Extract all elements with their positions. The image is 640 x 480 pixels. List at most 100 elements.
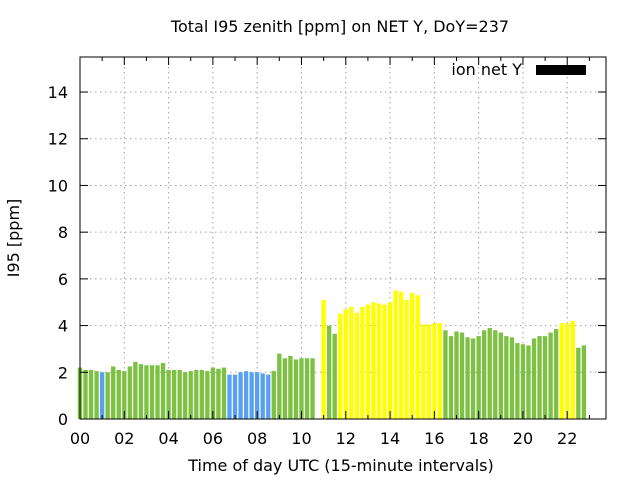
bar [243,371,249,419]
bar [255,372,260,419]
bar [271,371,276,419]
legend-swatch [536,65,586,75]
bar [526,345,531,419]
x-tick-label: 18 [468,429,488,448]
bar [531,338,537,419]
bar [548,332,553,419]
bar [371,302,376,419]
bar [404,299,409,419]
bar [83,369,88,419]
bar [448,336,454,419]
y-tick-label: 12 [48,130,68,149]
bar [116,369,121,419]
bar [221,367,227,419]
bar [565,323,570,419]
bar [249,372,254,419]
bar [482,330,487,419]
bar [470,338,476,419]
bar [99,372,105,419]
bar [277,353,282,419]
x-tick-label: 02 [114,429,134,448]
legend: ion net Y [451,60,586,79]
bar [515,343,520,419]
bar [160,362,166,419]
bar [138,364,144,419]
y-axis-label: I95 [ppm] [4,199,23,278]
bar [288,355,293,419]
bar [349,306,354,419]
bar [426,324,431,419]
bar [166,369,171,419]
bar [415,295,420,419]
bar [398,291,404,419]
bar [382,304,387,419]
bar [376,303,382,419]
bar [338,313,343,419]
bar [410,292,415,419]
y-tick-label: 14 [48,83,68,102]
bar [343,309,348,419]
legend-label: ion net Y [451,60,522,79]
x-tick-label: 00 [70,429,90,448]
bar [199,369,204,419]
bar [205,371,210,419]
chart-title: Total I95 zenith [ppm] on NET Y, DoY=237 [170,17,509,36]
bar [238,372,243,419]
x-tick-label: 04 [158,429,178,448]
x-tick-label: 06 [203,429,223,448]
bar [266,374,271,419]
bar [88,369,94,419]
bars [77,290,587,419]
x-tick-label: 10 [291,429,311,448]
bar [493,330,498,419]
bar [210,367,216,419]
bar [459,332,465,419]
bar [282,358,288,419]
bar [94,371,99,419]
bar [310,358,315,419]
bar [454,331,459,419]
bar [299,358,304,419]
bar [504,336,509,419]
bar [432,323,437,419]
bar [293,359,299,419]
x-tick-label: 20 [513,429,533,448]
bar [360,306,365,419]
y-tick-label: 8 [58,223,68,242]
plot-frame [79,56,607,420]
bar [365,304,371,419]
bar [554,329,559,419]
bar [537,336,542,419]
bar [216,368,221,419]
bar [304,358,310,419]
bar [559,323,564,419]
x-tick-label: 12 [336,429,356,448]
x-axis-label: Time of day UTC (15-minute intervals) [187,456,494,475]
bar [127,366,132,419]
bar [171,369,177,419]
bar [443,330,448,419]
grid [80,57,606,419]
bar [354,312,360,419]
x-tick-label: 14 [380,429,400,448]
x-tick-label: 22 [557,429,577,448]
bar [498,332,503,419]
bar [393,290,398,419]
bar [542,336,548,419]
y-tick-label: 10 [48,176,68,195]
bar [111,366,116,419]
bar [520,344,526,419]
bar [332,333,337,419]
bar [326,325,332,419]
bar [570,320,575,419]
x-tick-label: 16 [424,429,444,448]
bar [487,327,492,419]
bar [144,365,149,419]
bar [465,337,470,419]
bar [188,371,193,419]
bar [149,365,155,419]
bar [227,374,232,419]
bar [321,299,326,419]
x-tick-label: 08 [247,429,267,448]
